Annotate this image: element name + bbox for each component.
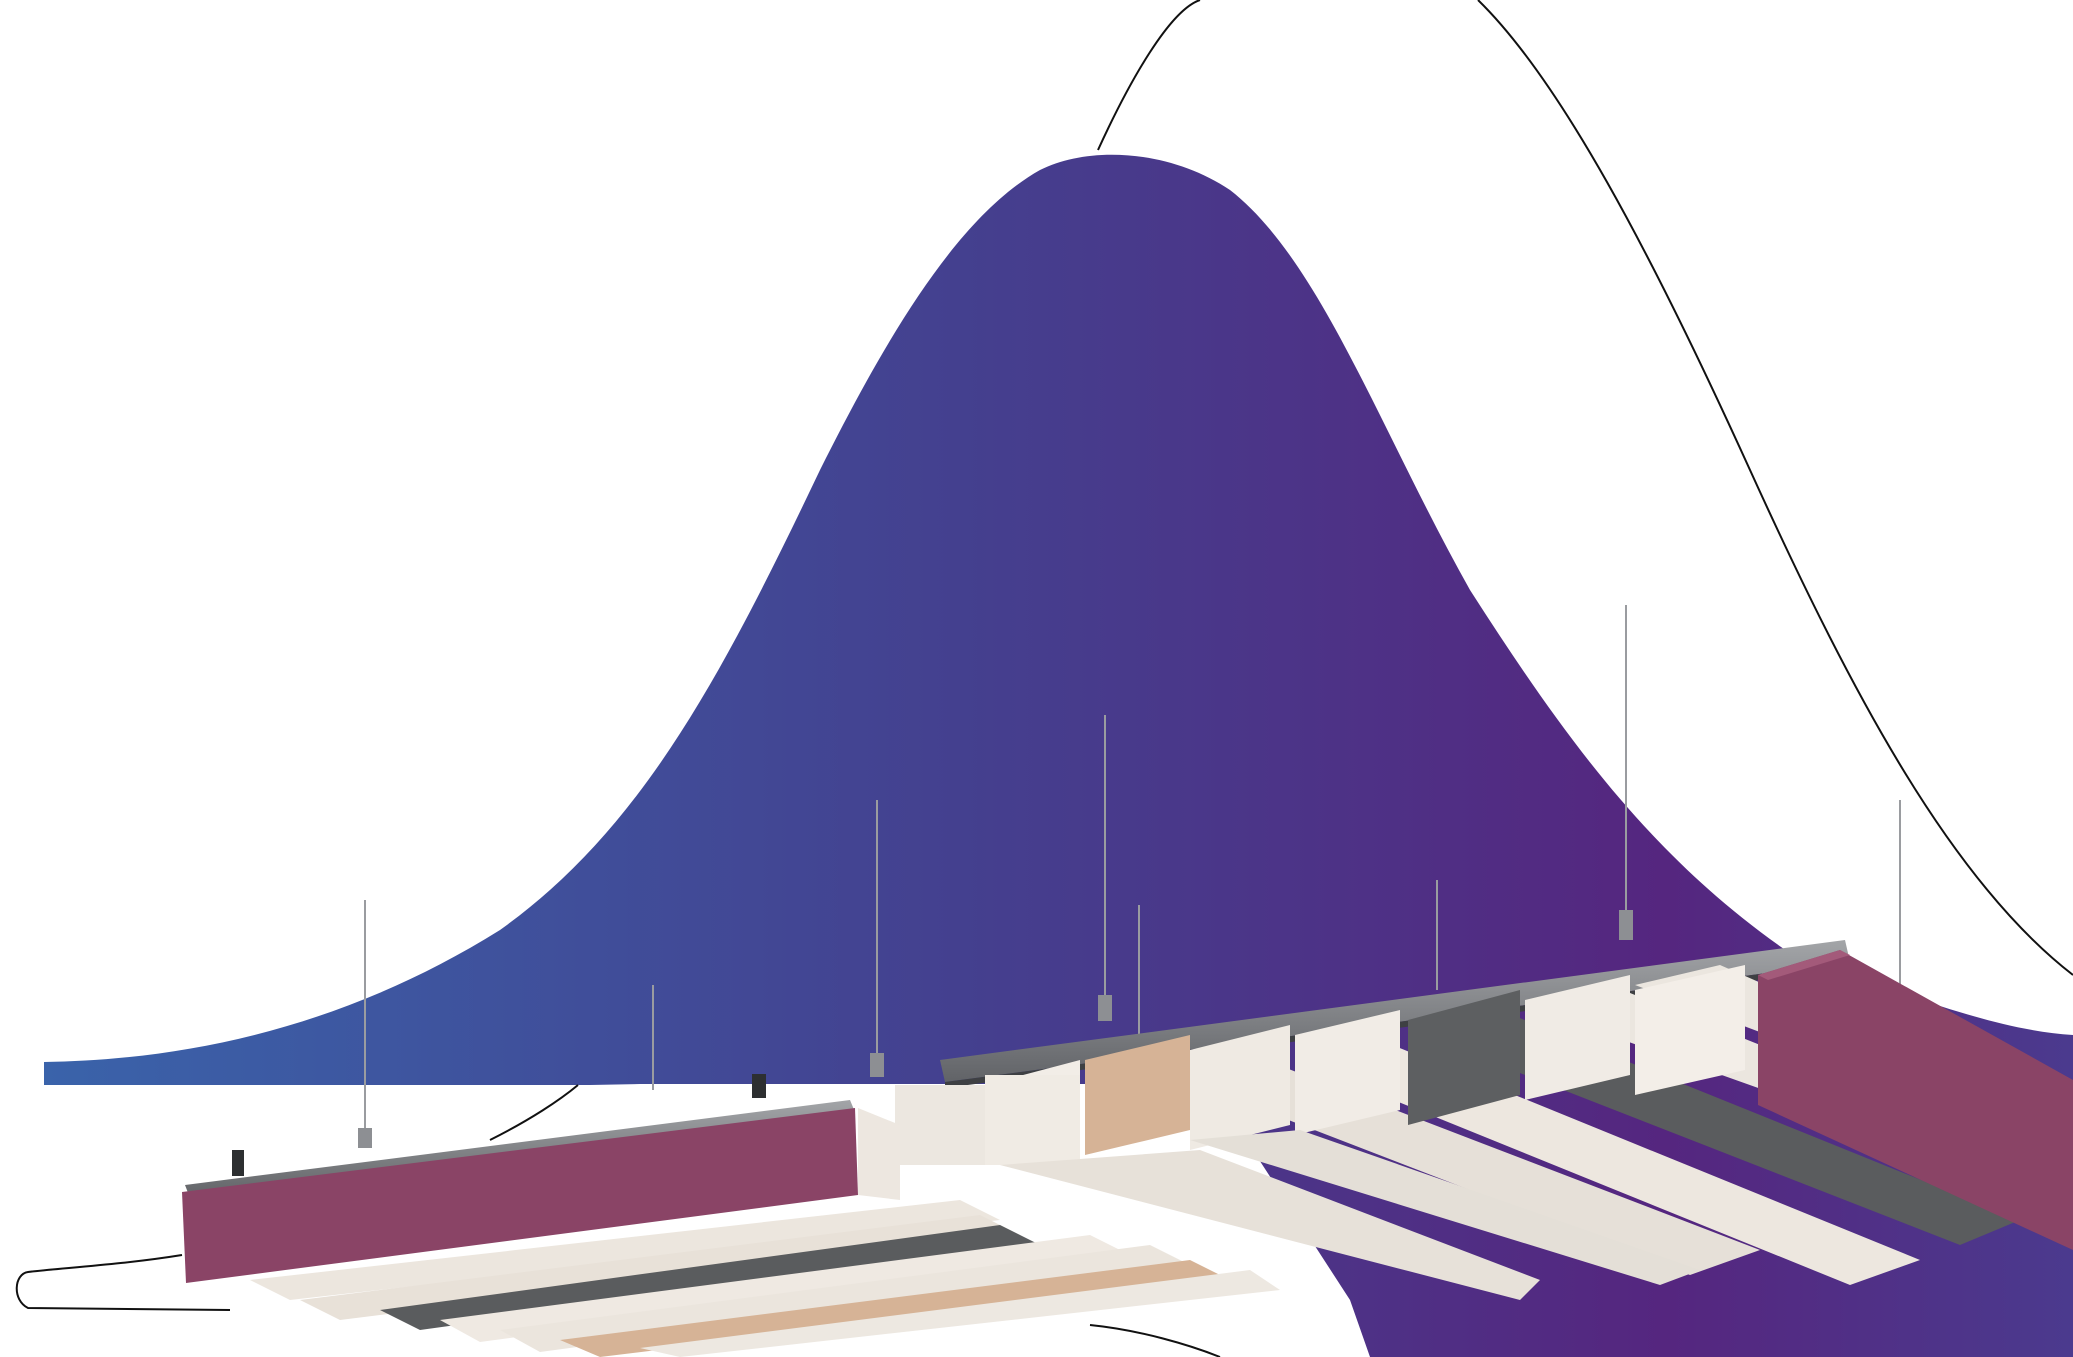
- suspension-wires: [364, 605, 1901, 1135]
- outline-mid: [489, 1084, 579, 1141]
- panel-blocks-front: [895, 965, 1745, 1165]
- panel-berry-right: [1758, 950, 2073, 1250]
- outline-curve: [1097, 0, 2073, 976]
- wire-grippers: [358, 910, 1633, 1148]
- panel-slats: [250, 1130, 1700, 1357]
- outline-left-tail: [15, 1254, 231, 1311]
- panel-berry-left: [182, 1074, 900, 1283]
- outline-bottom: [1089, 1324, 1221, 1357]
